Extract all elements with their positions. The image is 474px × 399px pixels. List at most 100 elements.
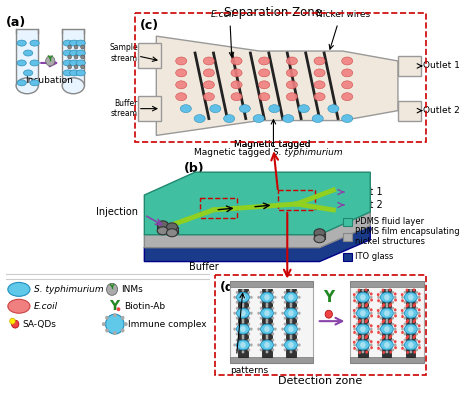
Text: Outlet 1: Outlet 1 [423,61,460,71]
Ellipse shape [406,336,408,339]
Text: Immune complex: Immune complex [128,320,206,329]
Bar [138,96,161,120]
Ellipse shape [76,60,85,66]
Text: Separation Zone: Separation Zone [224,6,322,20]
Ellipse shape [314,69,325,77]
Ellipse shape [403,301,406,304]
Ellipse shape [102,322,106,326]
Ellipse shape [415,339,418,342]
Ellipse shape [295,332,298,336]
Ellipse shape [250,328,253,331]
Ellipse shape [377,325,380,328]
Ellipse shape [288,294,294,300]
Text: ITO glass: ITO glass [355,252,393,261]
Ellipse shape [365,288,367,291]
Ellipse shape [272,301,274,304]
Ellipse shape [353,325,356,328]
Ellipse shape [257,312,260,315]
Ellipse shape [408,326,414,332]
Ellipse shape [394,346,397,349]
Bar [382,289,392,357]
Ellipse shape [403,317,406,320]
Ellipse shape [389,319,392,322]
Ellipse shape [290,336,292,340]
Ellipse shape [239,105,250,113]
Ellipse shape [413,335,416,338]
Ellipse shape [342,115,353,122]
Ellipse shape [237,324,249,334]
Ellipse shape [284,323,286,326]
Ellipse shape [365,303,368,306]
Ellipse shape [62,78,84,94]
Ellipse shape [365,336,367,339]
Ellipse shape [242,321,245,324]
Ellipse shape [365,304,367,307]
Ellipse shape [157,227,168,235]
Ellipse shape [203,81,214,89]
Text: (c): (c) [140,19,159,32]
Ellipse shape [367,332,370,336]
Text: Magnetic tagged: Magnetic tagged [234,140,313,149]
Ellipse shape [274,296,277,299]
Text: Nickel wires: Nickel wires [316,10,370,19]
Ellipse shape [380,317,383,320]
Ellipse shape [290,303,292,306]
Ellipse shape [247,323,250,326]
Ellipse shape [394,292,397,295]
Ellipse shape [392,307,394,310]
Ellipse shape [76,50,85,56]
Ellipse shape [272,317,274,320]
Ellipse shape [406,351,409,354]
Ellipse shape [298,105,310,113]
Ellipse shape [290,350,292,354]
Ellipse shape [365,335,368,338]
Ellipse shape [157,221,168,229]
Ellipse shape [401,299,404,302]
Ellipse shape [290,334,292,338]
Bar [350,281,424,363]
Ellipse shape [261,340,273,350]
Ellipse shape [403,291,406,294]
Ellipse shape [413,303,416,306]
Ellipse shape [106,314,124,334]
Bar [230,281,313,363]
Ellipse shape [259,81,270,89]
Ellipse shape [265,350,268,354]
Ellipse shape [240,326,246,332]
Text: S. typhimurium: S. typhimurium [34,285,103,294]
Ellipse shape [377,309,380,312]
Ellipse shape [46,56,55,66]
Ellipse shape [380,323,383,326]
Ellipse shape [360,310,365,316]
Ellipse shape [231,93,242,101]
Bar [200,198,237,218]
Ellipse shape [380,307,383,310]
Ellipse shape [362,305,365,308]
Ellipse shape [401,312,404,315]
Ellipse shape [418,344,420,346]
Ellipse shape [356,317,358,320]
Polygon shape [156,36,398,135]
Ellipse shape [353,312,356,315]
Ellipse shape [237,340,249,350]
Ellipse shape [264,310,270,316]
Text: Y: Y [323,290,334,305]
Ellipse shape [250,312,253,315]
Ellipse shape [290,319,292,322]
Ellipse shape [377,299,380,302]
Ellipse shape [17,40,26,46]
Ellipse shape [272,348,274,352]
Ellipse shape [81,65,84,69]
Ellipse shape [401,344,404,346]
Ellipse shape [265,321,268,324]
Ellipse shape [412,304,415,307]
Ellipse shape [413,351,416,354]
Bar [398,101,421,120]
Ellipse shape [272,323,274,326]
Ellipse shape [367,348,370,352]
Ellipse shape [24,50,33,56]
Bar [286,289,296,357]
Ellipse shape [314,93,325,101]
Ellipse shape [281,296,284,299]
Ellipse shape [236,317,238,320]
